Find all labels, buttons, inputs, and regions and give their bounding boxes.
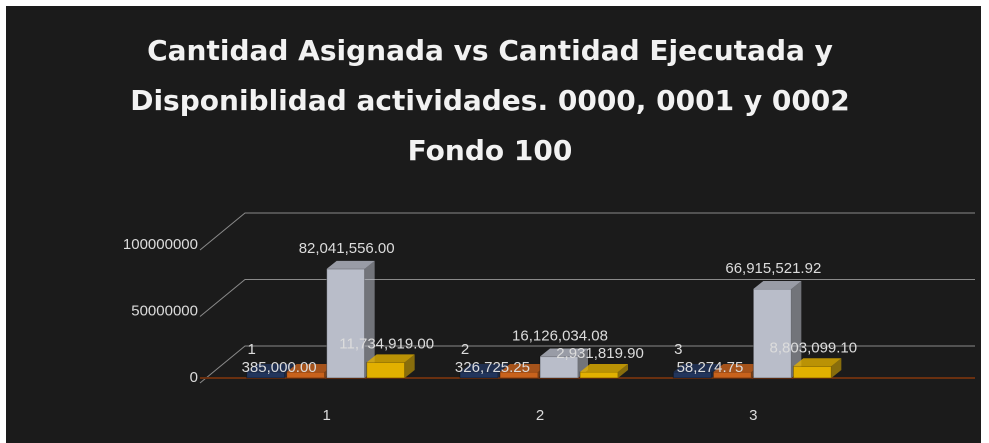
grid-line	[199, 212, 975, 251]
data-label: 82,041,556.00	[299, 240, 395, 257]
bar-top	[540, 348, 588, 357]
bar-side	[791, 281, 802, 378]
data-label: 326,725.25	[455, 359, 530, 376]
bar-side	[618, 364, 628, 378]
data-label: 3	[674, 341, 682, 358]
bar-top	[460, 364, 508, 372]
data-label: 385,000.00	[242, 359, 317, 376]
data-label: 66,915,521.92	[725, 260, 821, 277]
bar-top	[326, 260, 375, 269]
data-label: 1	[247, 341, 255, 358]
x-tick-label: 1	[322, 407, 330, 424]
data-label: 11,734,919.00	[339, 335, 434, 352]
bar-side	[831, 358, 842, 378]
y-tick-label: 50000000	[131, 302, 198, 319]
x-tick-label: 3	[749, 407, 757, 424]
bar-top	[580, 364, 628, 372]
data-label: 2	[461, 341, 469, 358]
x-tick-label: 2	[536, 407, 544, 424]
bar-top	[366, 354, 415, 363]
bar-side	[364, 260, 375, 378]
bar-top	[286, 364, 335, 372]
bar-top	[793, 358, 842, 367]
bar	[752, 288, 792, 379]
data-label: 16,126,034.08	[512, 328, 608, 345]
y-tick-label: 100000000	[123, 236, 198, 253]
bar-side	[404, 354, 415, 378]
data-label: 2,931,819.90	[556, 345, 644, 362]
grid-line	[199, 345, 975, 384]
bar-top	[500, 364, 548, 372]
data-label: 58,274.75	[677, 359, 744, 376]
bar-top	[753, 281, 802, 290]
bar-top	[246, 364, 295, 372]
chart-title: Cantidad Asignada vs Cantidad Ejecutada …	[130, 34, 850, 167]
bar	[579, 371, 619, 379]
data-label: 8,803,099.10	[770, 339, 858, 356]
bar	[366, 361, 406, 379]
y-tick-label: 0	[190, 369, 198, 386]
bar	[326, 268, 366, 379]
bar	[792, 365, 832, 379]
bar-top	[673, 364, 722, 372]
bar-top	[713, 364, 762, 372]
grid-line	[199, 279, 975, 317]
